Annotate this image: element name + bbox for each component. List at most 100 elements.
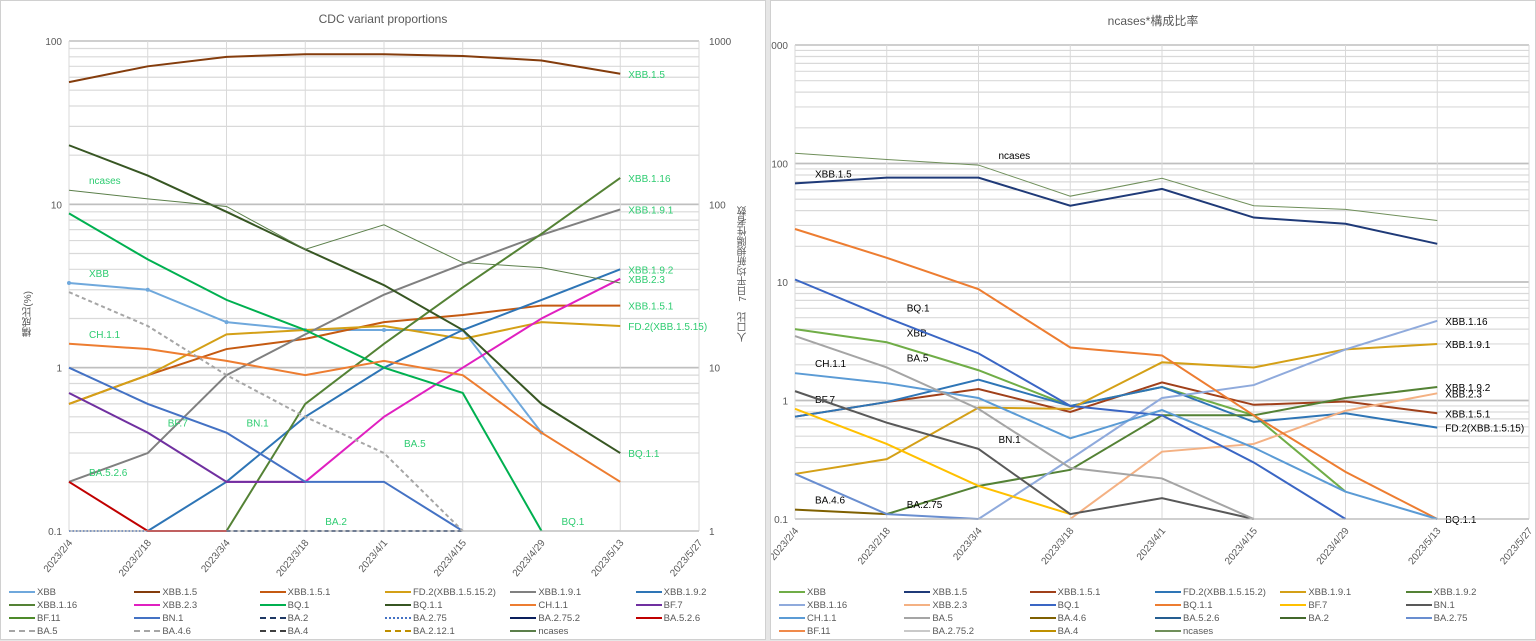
series-line-ba-5 bbox=[794, 335, 1255, 520]
left-y-axis-title: 構成比(%) bbox=[23, 291, 34, 337]
x-tick-label: 2023/4/1 bbox=[1135, 526, 1169, 563]
series-data-label: BQ.1 bbox=[907, 304, 930, 315]
legend-label: CH.1.1 bbox=[807, 612, 837, 624]
series-data-label: BA.5.2.6 bbox=[89, 468, 128, 479]
series-data-label: ncases bbox=[89, 176, 121, 187]
legend-item: XBB.1.5.1 bbox=[259, 586, 385, 598]
legend-label: ncases bbox=[538, 625, 569, 637]
series-line-bq-1 bbox=[794, 278, 1347, 520]
legend-item: CH.1.1 bbox=[510, 599, 635, 611]
left-chart-title: CDC variant proportions bbox=[318, 12, 448, 26]
legend-swatch bbox=[259, 630, 286, 632]
legend-swatch bbox=[635, 591, 662, 593]
legend-item: XBB.2.3 bbox=[904, 599, 1029, 611]
legend-swatch bbox=[259, 617, 286, 619]
legend-label: XBB bbox=[37, 586, 57, 598]
legend-swatch bbox=[9, 617, 35, 619]
y-tick-label: 1 bbox=[56, 364, 62, 375]
legend-label: BF.11 bbox=[37, 612, 61, 624]
legend-label: BA.4.6 bbox=[162, 625, 191, 637]
series-data-label: XBB bbox=[89, 269, 109, 280]
legend-swatch bbox=[779, 630, 805, 632]
y2-tick-label: 1000 bbox=[709, 37, 732, 48]
series-line-bf-7 bbox=[68, 392, 306, 483]
series-line-ba-5 bbox=[68, 291, 464, 532]
legend-item: BF.11 bbox=[779, 625, 904, 637]
legend-item: XBB.1.9.2 bbox=[635, 586, 761, 598]
series-data-label: XBB.1.9.2 bbox=[1445, 383, 1490, 394]
legend-swatch bbox=[510, 630, 537, 632]
legend-label: BQ.1 bbox=[1057, 599, 1080, 611]
legend-label: ncases bbox=[1183, 625, 1214, 637]
legend-item: BA.2 bbox=[1280, 612, 1405, 624]
legend-item: BQ.1 bbox=[1029, 599, 1155, 611]
legend-item: BA.4 bbox=[259, 625, 385, 637]
legend-label: BA.2 bbox=[287, 612, 309, 624]
right-legend: XBB XBB.1.5 XBB.1.5.1 FD.2(XBB.1.5.15.2) XBB… bbox=[779, 586, 1531, 637]
series-data-label: BN.1 bbox=[247, 419, 270, 430]
series-data-label: XBB.1.5 bbox=[628, 70, 665, 81]
legend-swatch bbox=[1155, 604, 1181, 606]
legend-swatch bbox=[1155, 630, 1181, 632]
legend-swatch bbox=[1029, 630, 1056, 632]
legend-swatch bbox=[134, 630, 161, 632]
legend-label: XBB.1.9.1 bbox=[538, 586, 582, 598]
series-data-label: XBB.1.9.2 bbox=[628, 265, 673, 276]
series-data-label: CH.1.1 bbox=[89, 330, 121, 341]
legend-swatch bbox=[259, 591, 286, 593]
series-data-label: XBB bbox=[907, 328, 927, 339]
legend-item: XBB.1.16 bbox=[9, 599, 134, 611]
right-chart-title: ncases*構成比率 bbox=[1107, 14, 1199, 28]
legend-swatch bbox=[1280, 617, 1307, 619]
legend-swatch bbox=[510, 591, 537, 593]
y-tick-label: 100 bbox=[771, 160, 788, 171]
legend-item: BA.2 bbox=[259, 612, 385, 624]
left-legend: XBB XBB.1.5 XBB.1.5.1 FD.2(XBB.1.5.15.2) XBB… bbox=[9, 586, 761, 637]
legend-label: BA.2 bbox=[1308, 612, 1329, 624]
x-tick-label: 2023/5/13 bbox=[590, 538, 627, 579]
legend-label: BA.2.75 bbox=[413, 612, 447, 624]
series-data-label: XBB.1.5 bbox=[815, 169, 852, 180]
legend-swatch bbox=[1405, 604, 1432, 606]
legend-label: BA.5 bbox=[37, 625, 58, 637]
series-line-xbb-1-5-1 bbox=[68, 304, 621, 405]
legend-label: BA.5.2.6 bbox=[1183, 612, 1220, 624]
left-y2-axis-title: 人口比 7日平均新規陽性者数 bbox=[738, 206, 749, 342]
legend-item: FD.2(XBB.1.5.15.2) bbox=[385, 586, 510, 598]
legend-item: XBB.1.5.1 bbox=[1029, 586, 1155, 598]
series-data-label: BQ.1.1 bbox=[1445, 515, 1477, 526]
series-data-label: XBB.1.16 bbox=[628, 174, 671, 185]
x-tick-label: 2023/3/4 bbox=[199, 538, 233, 575]
x-tick-label: 2023/4/29 bbox=[511, 538, 548, 579]
legend-swatch bbox=[9, 604, 35, 606]
legend-swatch bbox=[510, 604, 537, 606]
legend-swatch bbox=[259, 604, 286, 606]
series-line-bq-1 bbox=[68, 212, 543, 532]
legend-label: BQ.1 bbox=[287, 599, 310, 611]
legend-swatch bbox=[9, 591, 35, 593]
legend-swatch bbox=[385, 591, 411, 593]
legend-label: XBB.1.5 bbox=[162, 586, 198, 598]
series-line-fd-2-xbb-1-5-15-2- bbox=[68, 321, 621, 405]
legend-item: BF.11 bbox=[9, 612, 134, 624]
legend-label: XBB.1.5.1 bbox=[287, 586, 331, 598]
y-tick-label: 1 bbox=[782, 397, 788, 408]
series-data-label: BA.5 bbox=[404, 439, 426, 450]
legend-label: BA.4.6 bbox=[1057, 612, 1087, 624]
legend-item: BA.5 bbox=[904, 612, 1029, 624]
legend-item: BQ.1.1 bbox=[1155, 599, 1280, 611]
legend-label: BQ.1.1 bbox=[1183, 599, 1213, 611]
x-tick-label: 2023/3/18 bbox=[1040, 526, 1077, 567]
legend-label: BA.5 bbox=[932, 612, 953, 624]
left-chart-plot: 2023/2/4 2023/2/18 2023/3/4 2023/3/18 2023/4… bbox=[42, 37, 732, 579]
legend-label: BQ.1.1 bbox=[413, 599, 443, 611]
legend-item: BA.2.75 bbox=[1405, 612, 1531, 624]
series-line-bq-1-1 bbox=[794, 228, 1438, 520]
data-point bbox=[224, 320, 229, 325]
legend-label: CH.1.1 bbox=[538, 599, 568, 611]
right-chart-plot: 2023/2/4 2023/2/18 2023/3/4 2023/3/18 2023/4… bbox=[771, 41, 1536, 567]
legend-item: BN.1 bbox=[1405, 599, 1531, 611]
legend-label: XBB.1.5 bbox=[932, 586, 968, 598]
x-tick-label: 2023/3/4 bbox=[951, 526, 985, 563]
series-line-ncases bbox=[794, 152, 1438, 222]
